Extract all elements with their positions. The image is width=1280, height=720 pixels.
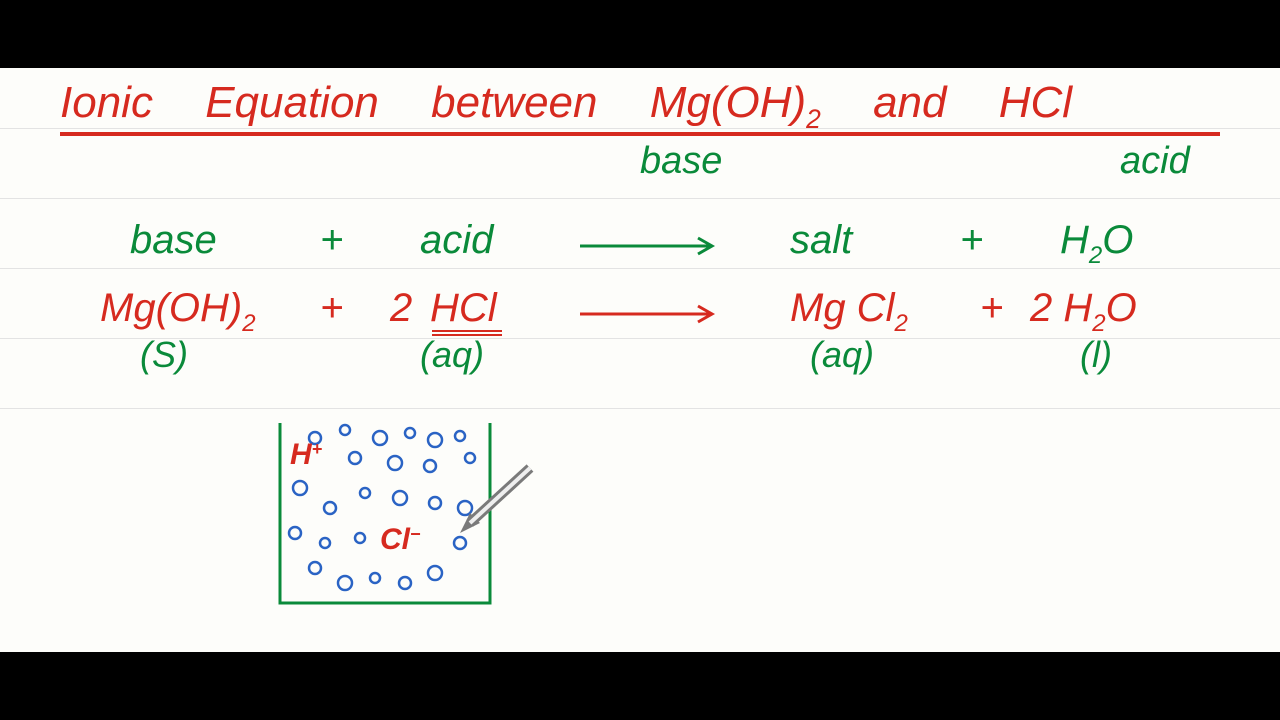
reaction-arrow-icon [580, 302, 730, 326]
state-label: (l) [1080, 334, 1112, 376]
eq-plus: + [320, 286, 343, 331]
eq-coef: 2 [390, 286, 412, 331]
eq-formula: Mg(OH)2 [100, 286, 256, 331]
title-word: and [873, 78, 946, 128]
h-plus-label: H+ [290, 438, 322, 472]
title-underline [60, 132, 1220, 136]
ruled-line [0, 408, 1280, 409]
pointer-arrow-icon [460, 468, 530, 533]
title-row: Ionic Equation between Mg(OH)2 and HCl [60, 78, 1220, 128]
eq-term: base [130, 218, 217, 263]
ruled-line [0, 128, 1280, 129]
eq-plus: + [960, 218, 983, 263]
title-word: Equation [205, 78, 379, 128]
title-word: between [431, 78, 597, 128]
eq-formula: HCl [430, 286, 497, 331]
ruled-line [0, 268, 1280, 269]
ruled-line [0, 198, 1280, 199]
eq-plus: + [980, 286, 1003, 331]
sublabel-base: base [640, 140, 722, 183]
eq-term: salt [790, 218, 852, 263]
title-formula: Mg(OH)2 [650, 78, 821, 128]
eq-plus: + [320, 218, 343, 263]
eq-formula: 2 H2O [1030, 286, 1137, 331]
cl-minus-label: Cl− [380, 523, 421, 557]
sublabel-acid: acid [1120, 140, 1190, 183]
paper-area: Ionic Equation between Mg(OH)2 and HCl b… [0, 68, 1280, 652]
state-label: (aq) [420, 334, 484, 376]
state-label: (aq) [810, 334, 874, 376]
reaction-arrow-icon [580, 234, 730, 258]
eq-formula: H2O [1060, 218, 1133, 263]
eq-formula: Mg Cl2 [790, 286, 908, 331]
eq-term: acid [420, 218, 493, 263]
title-formula: HCl [999, 78, 1072, 128]
state-label: (S) [140, 334, 188, 376]
title-word: Ionic [60, 78, 153, 128]
beaker-diagram: H+ Cl− [270, 418, 510, 618]
